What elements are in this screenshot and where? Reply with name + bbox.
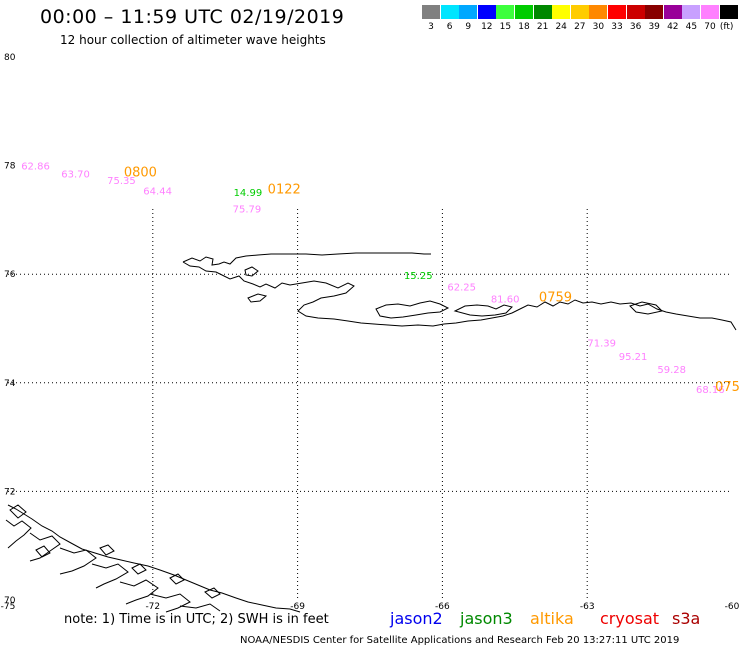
color-scale-label: 70 [704,22,716,32]
color-swatch [533,5,552,19]
wave-height-value: 62.86 [21,161,50,172]
color-swatch [552,5,571,19]
coastline-inlet-3 [247,293,268,303]
coastline [5,252,737,613]
wave-height-value: 14.99 [234,188,263,199]
wave-height-value: 71.39 [587,338,616,349]
color-scale-label: 18 [518,22,530,32]
wave-height-observations: 62.86 63.70 75.35 64.44 75.79 14.99 15.25 62.25… [21,161,724,396]
pass-time-label: 0759 [539,290,572,305]
color-swatch [645,5,664,19]
latitude-label: 74 [4,379,16,389]
pass-time-label: 0800 [124,165,157,180]
coastline-greenland-fjords [182,261,737,331]
color-scale-label: 42 [667,22,679,32]
pass-time-labels: 0800 0122 0759 0759 [124,165,740,394]
longitude-label: -63 [580,602,595,612]
longitude-label: -72 [145,602,160,612]
satellite-legend-jason3: jason3 [460,609,513,628]
satellite-legend-s3a: s3a [672,609,701,628]
color-scale-label: 36 [629,22,642,32]
color-scale-label: 27 [574,22,586,32]
coastline-inlet-1 [375,300,450,319]
longitude-label: -69 [290,602,305,612]
color-swatch [570,5,589,19]
coastline-baffin-east [7,504,301,613]
wave-height-value: 95.21 [619,352,648,363]
wave-height-value: 15.25 [404,271,433,282]
wave-height-value: 63.70 [61,170,90,181]
color-swatch [701,5,719,19]
satellite-legend-cryosat: cryosat [600,609,660,628]
wave-height-value: 62.25 [447,282,476,293]
color-scale-label: 3 [428,22,434,32]
longitude-label: -75 [1,602,16,612]
latitude-label: 76 [4,270,16,280]
wave-height-value: 68.16 [696,385,725,396]
footer-note: note: 1) Time is in UTC; 2) SWH is in fe… [64,612,329,627]
wave-height-value: 64.44 [143,186,172,197]
longitude-label: -66 [435,602,450,612]
color-swatch [422,5,440,19]
color-swatch [515,5,533,19]
footer-credit: NOAA/NESDIS Center for Satellite Applica… [240,635,680,646]
graticule: -75 -72 -69 -66 -63 -60 80 78 76 74 72 70 [1,53,740,612]
color-swatch [440,5,459,19]
latitude-label: 78 [4,162,16,172]
wave-height-value: 75.79 [233,204,262,215]
color-swatch [589,5,608,19]
color-swatch [608,5,626,19]
color-swatch [663,5,682,19]
page-subtitle: 12 hour collection of altimeter wave hei… [60,33,326,47]
coastline-baffin-interior [5,519,221,613]
color-scale-label: 15 [499,22,512,32]
color-scale-label: 21 [536,22,549,32]
color-swatch [477,5,496,19]
wave-height-value: 75.35 [107,176,136,187]
color-swatch [719,5,738,19]
latitude-label: 70 [4,596,16,606]
longitude-label: -60 [725,602,740,612]
color-swatch [682,5,701,19]
color-swatch [626,5,645,19]
color-scale-unit: (ft) [719,22,734,32]
latitude-label: 80 [4,53,16,63]
pass-time-label: 0759 [715,380,740,395]
color-scale-label: 30 [592,22,605,32]
coastline-inlet-2 [453,304,513,317]
page-title: 00:00 – 11:59 UTC 02/19/2019 [40,6,345,28]
coastline-inlet-4 [629,301,664,315]
wave-height-value: 81.60 [491,294,520,305]
color-scale-label: 45 [685,22,698,32]
color-scale-label: 33 [611,22,623,32]
coastline-greenland-north [182,252,431,266]
satellite-legend-altika: altika [530,609,574,628]
coastline-baffin-islands [9,504,221,599]
color-scale-label: 6 [446,22,453,32]
color-scale-label: 39 [648,22,660,32]
color-scale-label: 24 [555,22,567,32]
pass-time-label: 0122 [268,182,301,197]
satellite-legend-jason2: jason2 [390,609,443,628]
color-swatch [496,5,515,19]
wave-height-value: 59.28 [657,365,686,376]
color-scale-label: 9 [465,22,472,32]
color-swatch [459,5,478,19]
coastline-inlet-5 [244,266,259,277]
latitude-label: 72 [4,487,15,497]
color-scale-label: 12 [481,22,493,32]
